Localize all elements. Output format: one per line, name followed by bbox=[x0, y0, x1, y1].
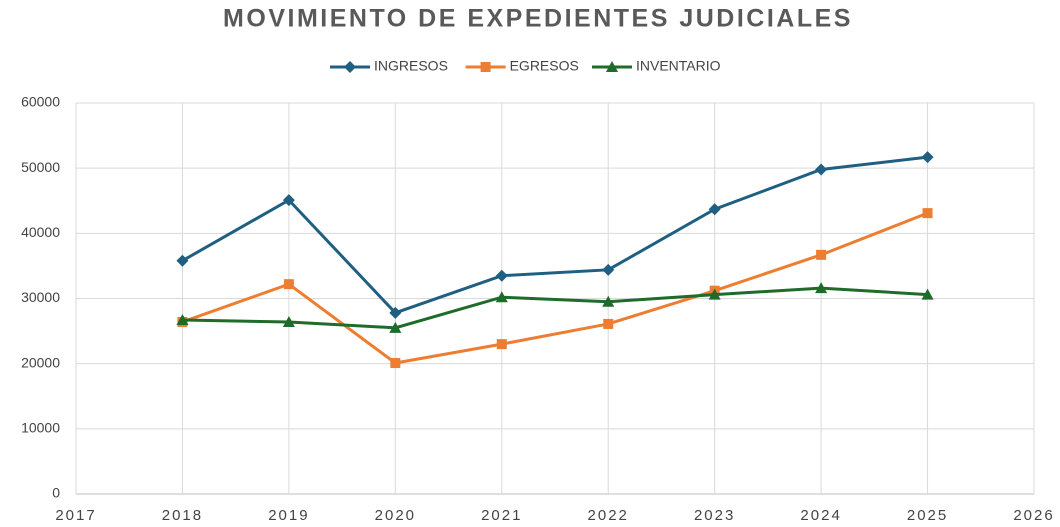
x-tick-label: 2018 bbox=[162, 507, 203, 524]
x-tick-label: 2026 bbox=[1013, 507, 1054, 524]
legend-label: INVENTARIO bbox=[636, 58, 721, 74]
x-tick-label: 2021 bbox=[481, 507, 522, 524]
x-tick-label: 2024 bbox=[800, 507, 841, 524]
marker bbox=[603, 318, 614, 329]
marker bbox=[815, 163, 828, 176]
legend-label: EGRESOS bbox=[510, 58, 579, 74]
series-line bbox=[181, 211, 929, 365]
legend-marker bbox=[480, 62, 491, 72]
marker bbox=[496, 339, 507, 350]
y-tick-label: 50000 bbox=[21, 159, 60, 175]
y-tick-label: 0 bbox=[52, 485, 60, 501]
marker bbox=[921, 288, 934, 300]
x-tick-label: 2025 bbox=[907, 507, 948, 524]
marker bbox=[389, 306, 402, 319]
x-tick-label: 2019 bbox=[268, 507, 309, 524]
marker bbox=[922, 208, 933, 219]
marker bbox=[495, 291, 508, 303]
legend-marker bbox=[344, 61, 356, 73]
marker bbox=[389, 321, 402, 333]
marker bbox=[708, 288, 721, 300]
series-line bbox=[182, 286, 928, 330]
marker bbox=[176, 254, 189, 267]
x-tick-label: 2022 bbox=[588, 507, 629, 524]
marker bbox=[815, 282, 828, 294]
marker bbox=[602, 295, 615, 307]
y-tick-label: 40000 bbox=[21, 224, 60, 240]
marker bbox=[816, 249, 827, 260]
legend-marker bbox=[606, 61, 618, 72]
chart-title: MOVIMIENTO DE EXPEDIENTES JUDICIALES bbox=[223, 5, 853, 33]
y-tick-label: 10000 bbox=[21, 420, 60, 436]
marker bbox=[390, 358, 401, 369]
x-tick-label: 2020 bbox=[375, 507, 416, 524]
marker bbox=[283, 279, 294, 290]
legend-label: INGRESOS bbox=[374, 58, 448, 74]
y-tick-label: 60000 bbox=[21, 94, 60, 110]
y-tick-label: 30000 bbox=[21, 289, 60, 305]
marker bbox=[602, 263, 615, 276]
marker bbox=[176, 314, 189, 326]
x-tick-label: 2023 bbox=[694, 507, 735, 524]
marker bbox=[282, 194, 295, 207]
marker bbox=[282, 315, 295, 327]
x-tick-label: 2017 bbox=[55, 507, 96, 524]
marker bbox=[708, 203, 721, 216]
marker bbox=[495, 269, 508, 282]
series-line bbox=[181, 155, 928, 315]
y-tick-label: 20000 bbox=[21, 354, 60, 370]
marker bbox=[921, 151, 934, 164]
